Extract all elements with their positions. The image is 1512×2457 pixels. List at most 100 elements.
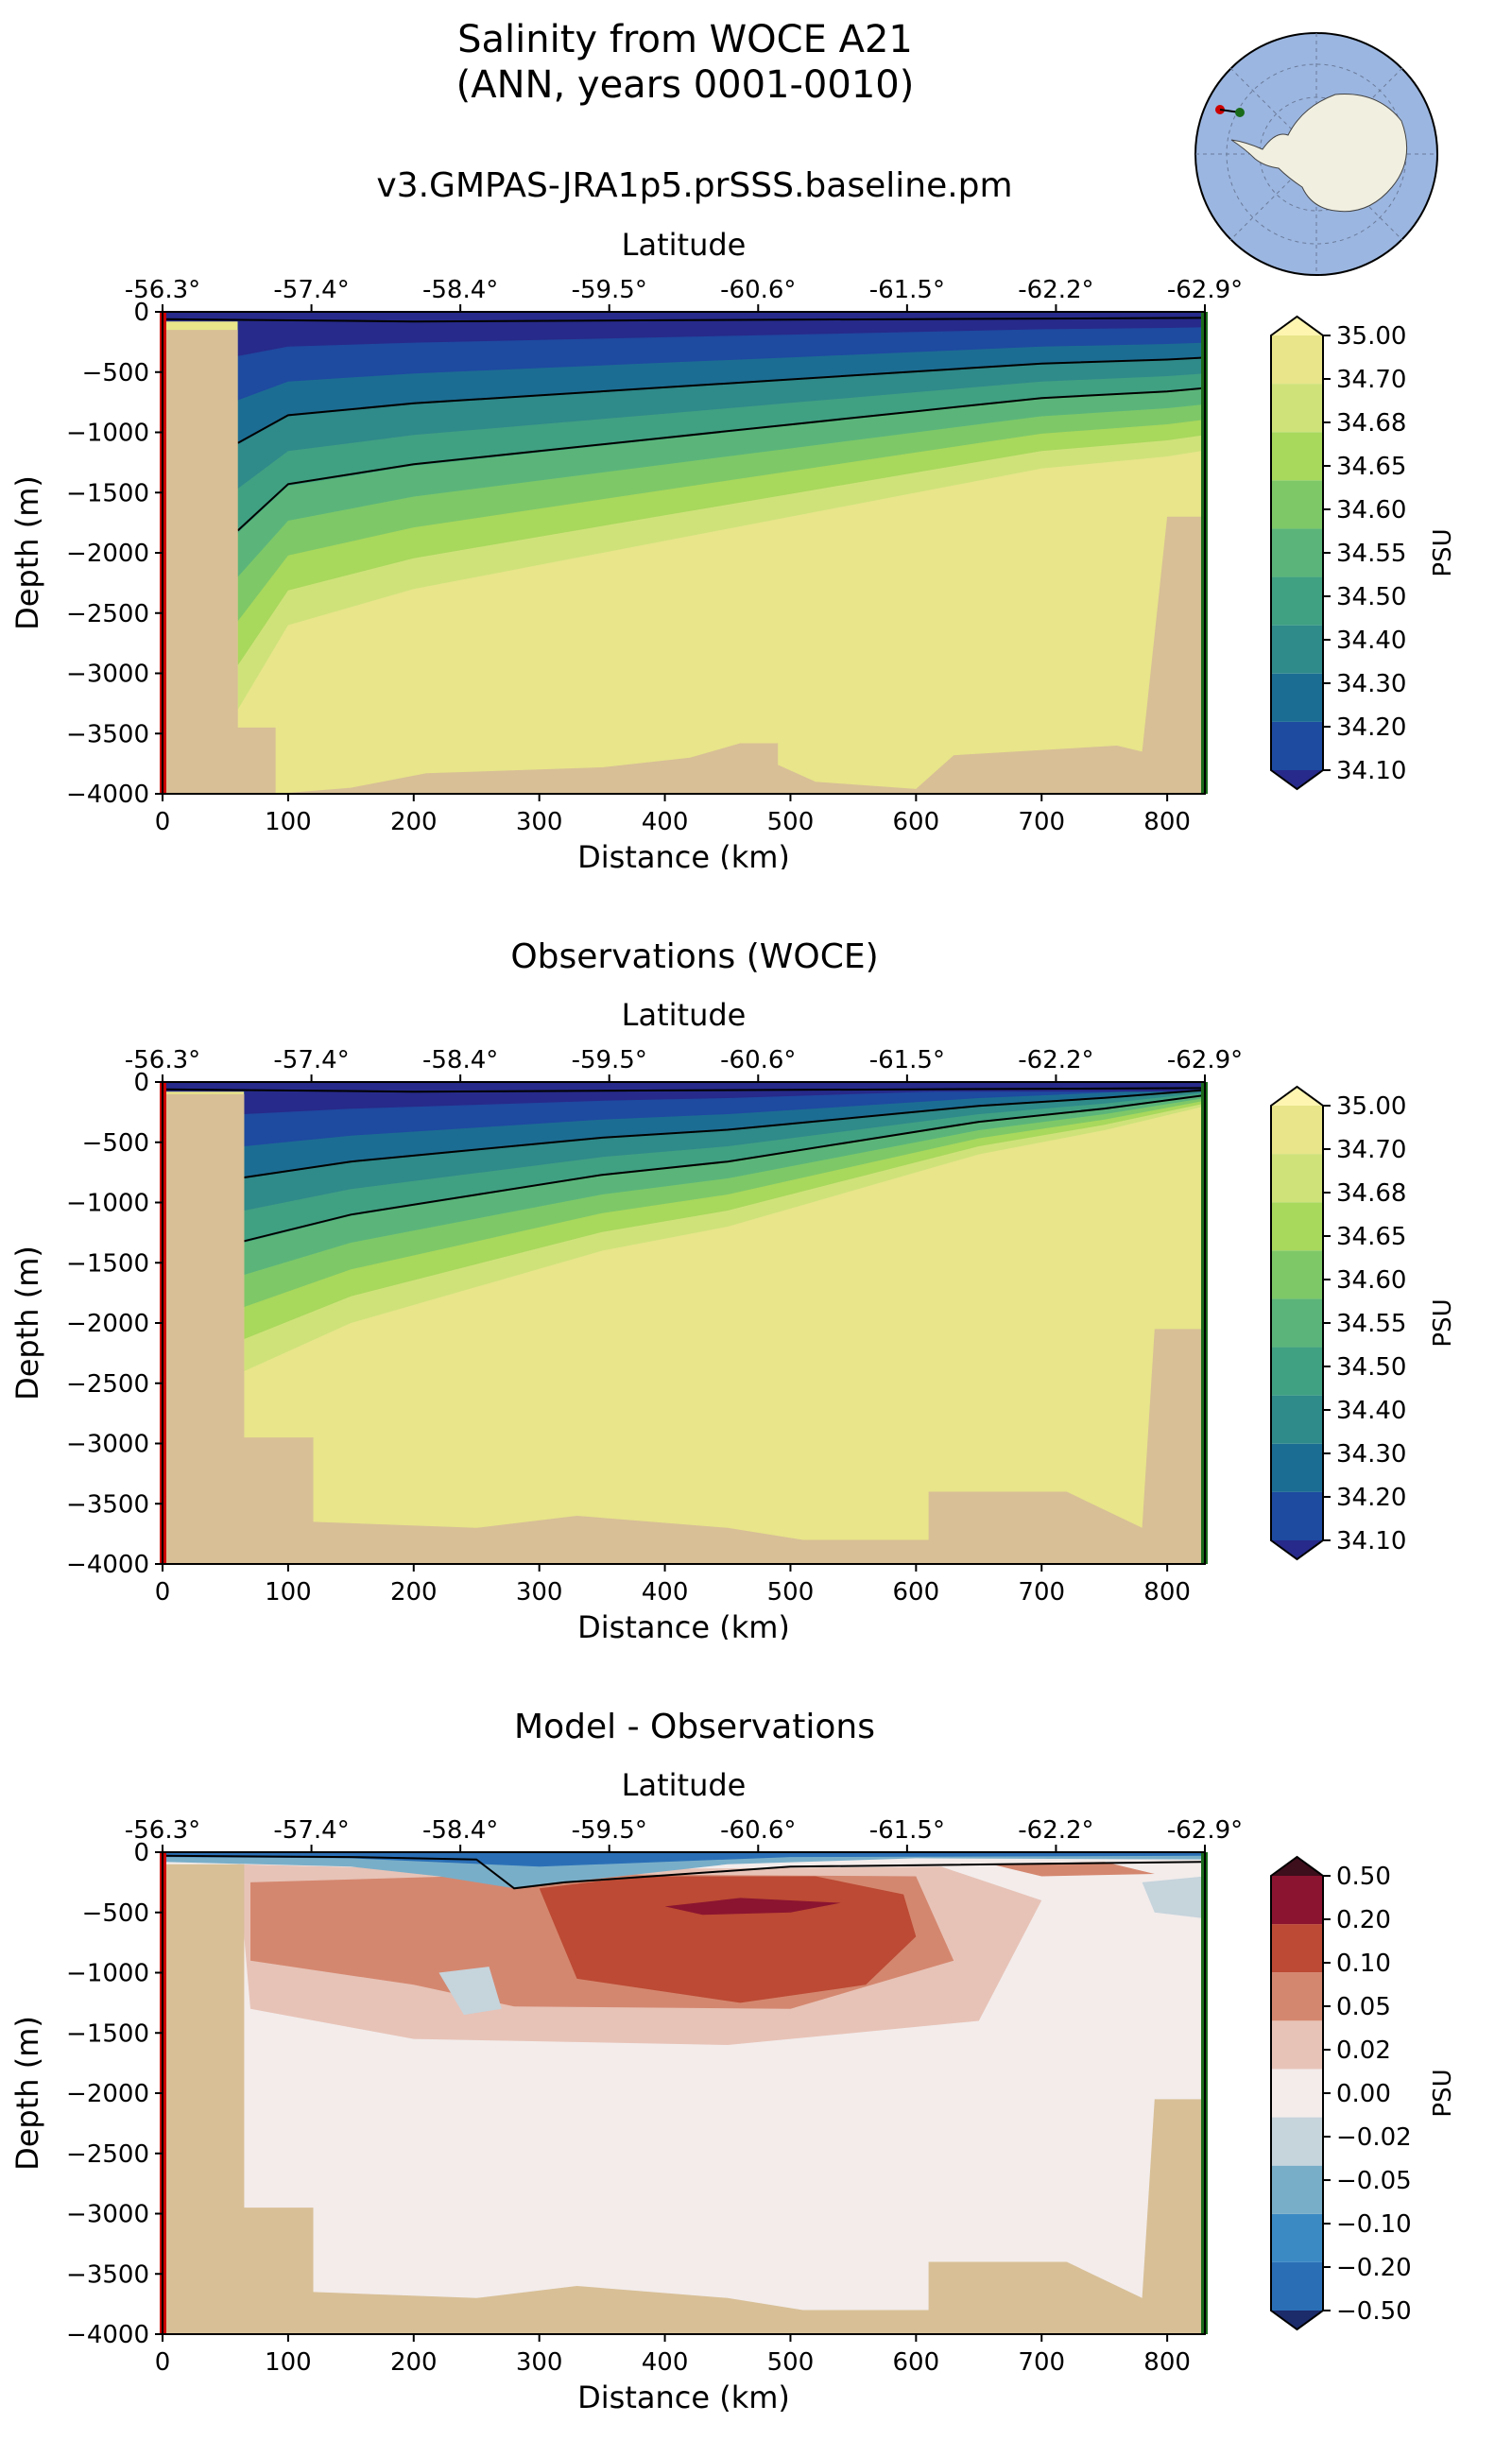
panel3-anomaly-0p20: [664, 1898, 841, 1916]
panel1-colorbar-seg: [1271, 576, 1323, 626]
panel1-colorbar-seg: [1271, 335, 1323, 385]
panel3-colorbar-low-ext: [1271, 2311, 1323, 2329]
panel2-colorbar-label: 34.40: [1336, 1397, 1406, 1425]
panel1-ylabel: Depth (m): [9, 475, 45, 630]
panel1-y-label: −3500: [66, 720, 149, 748]
panel3-y-label: −2000: [66, 2080, 149, 2108]
panel3-y-label: −4000: [66, 2321, 149, 2349]
panel1-bathymetry: [163, 330, 1205, 794]
panel1-lat-label: -62.2°: [1018, 276, 1093, 304]
panel2-lat-label: -59.5°: [572, 1046, 647, 1074]
panel3-colorbar-title: PSU: [1429, 2069, 1457, 2117]
panel2-colorbar-label: 35.00: [1336, 1092, 1406, 1121]
panel1-colorbar-seg: [1271, 528, 1323, 577]
panel2-colorbar-seg: [1271, 1106, 1323, 1155]
panel1-colorbar-label: 34.65: [1336, 453, 1406, 481]
panel1-x-label: 100: [265, 808, 312, 836]
panel3-x-label: 800: [1143, 2348, 1191, 2377]
panel1-contour-34p5: [237, 387, 1206, 532]
panel2-lat-label: -60.6°: [720, 1046, 796, 1074]
panel2-lat-label: -62.2°: [1018, 1046, 1093, 1074]
panel2-x-label: 800: [1143, 1578, 1191, 1606]
panel1-x-label: 700: [1018, 808, 1065, 836]
panel1-colorbar-label: 34.10: [1336, 757, 1406, 785]
panel1-x-label: 500: [767, 808, 815, 836]
panel1-x-label: 0: [155, 808, 171, 836]
panel1-colorbar-seg: [1271, 480, 1323, 529]
figure-title-line2: (ANN, years 0001-0010): [455, 63, 915, 107]
panel1-contour-surface: [162, 317, 1206, 323]
panel3-anomaly-neg-a: [438, 1967, 502, 2016]
panel1-y-label: 0: [133, 299, 149, 327]
panel2-lat-label: -62.9°: [1167, 1046, 1243, 1074]
panel3-lat-label: -59.5°: [572, 1816, 647, 1845]
antarctica-map: [1194, 32, 1438, 276]
panel3-y-label: −1500: [66, 2019, 149, 2048]
panel1-lat-label: -58.4°: [422, 276, 498, 304]
panel1-chart: -56.3° -57.4° -58.4° -59.5° -60.6° -61.5° -62.…: [9, 227, 1457, 869]
panel2-lat-label: -61.5°: [869, 1046, 945, 1074]
panel2-y-label: −2000: [66, 1310, 149, 1338]
panel1-colorbar-label: 34.40: [1336, 627, 1406, 655]
panel3-colorbar-seg: [1271, 2165, 1323, 2214]
panel1-y-label: −2500: [66, 600, 149, 628]
panel3-x-label: 600: [893, 2348, 940, 2377]
panel1-lat-label: -59.5°: [572, 276, 647, 304]
panel1-colorbar-title: PSU: [1429, 528, 1457, 576]
panel3-colorbar-label: 0.00: [1336, 2080, 1391, 2108]
panel3-colorbar-seg: [1271, 2261, 1323, 2311]
panel1-title: v3.GMPAS-JRA1p5.prSSS.baseline.pm: [376, 166, 1013, 205]
panel2-x-label: 0: [155, 1578, 171, 1606]
panel1-colorbar-label: 35.00: [1336, 322, 1406, 351]
panel2-chart: -56.3° -57.4° -58.4° -59.5° -60.6° -61.5° -62.…: [9, 997, 1457, 1640]
panel3-colorbar-seg: [1271, 2069, 1323, 2118]
panel2-colorbar-seg: [1271, 1491, 1323, 1540]
panel3-y-label: −500: [82, 1899, 149, 1928]
panel1-colorbar-high-ext: [1271, 317, 1323, 335]
panel3-lat-label: -62.2°: [1018, 1816, 1093, 1845]
panel3-colorbar-label: −0.02: [1336, 2123, 1412, 2152]
panel2-colorbar-seg: [1271, 1443, 1323, 1492]
panel3-chart: -56.3° -57.4° -58.4° -59.5° -60.6° -61.5° -62.…: [9, 1767, 1457, 2415]
panel2-y-label: −2500: [66, 1370, 149, 1399]
panel3-colorbar-seg: [1271, 1876, 1323, 1925]
panel3-colorbar-seg: [1271, 2117, 1323, 2166]
panel3-surface-neg-strong: [163, 1852, 1205, 1867]
panel1-contour-34p3: [237, 356, 1206, 444]
panel3-colorbar-label: 0.20: [1336, 1906, 1391, 1934]
panel2-y-label: −1000: [66, 1190, 149, 1218]
panel1-lat-label: -56.3°: [125, 276, 200, 304]
figure-title-line1: Salinity from WOCE A21: [457, 18, 913, 61]
panel1-lat-label: -60.6°: [720, 276, 796, 304]
panel1-colorbar-seg: [1271, 673, 1323, 722]
antarctica-land: [1230, 94, 1408, 213]
panel1-lat-label: -57.4°: [273, 276, 349, 304]
panel1-x-label: 400: [642, 808, 689, 836]
panel3-colorbar-seg: [1271, 2213, 1323, 2262]
panel2-top-axis-label: Latitude: [622, 997, 747, 1033]
panel3-y-label: −2500: [66, 2140, 149, 2169]
panel3-colorbar-seg: [1271, 2020, 1323, 2070]
panel3-x-label: 400: [642, 2348, 689, 2377]
panel2-y-label: 0: [133, 1069, 149, 1097]
panel3-lat-label: -57.4°: [273, 1816, 349, 1845]
panel1-colorbar-label: 34.60: [1336, 496, 1406, 524]
panel3-colorbar-label: −0.50: [1336, 2297, 1412, 2326]
panel1-colorbar-seg: [1271, 384, 1323, 433]
panel3-x-label: 700: [1018, 2348, 1065, 2377]
panel3-colorbar-label: 0.50: [1336, 1863, 1391, 1891]
panel2-x-label: 200: [390, 1578, 438, 1606]
panel2-colorbar-label: 34.60: [1336, 1266, 1406, 1295]
panel3-colorbar-label: 0.02: [1336, 2036, 1391, 2065]
panel3-contour-zero: [162, 1854, 1206, 1890]
panel3-xlabel: Distance (km): [577, 2380, 790, 2415]
panel1-colorbar-seg: [1271, 625, 1323, 674]
panel2-title: Observations (WOCE): [510, 937, 879, 976]
panel2-x-label: 500: [767, 1578, 815, 1606]
panel2-xlabel: Distance (km): [577, 1609, 790, 1640]
panel2-contour-34p3: [244, 1089, 1206, 1178]
panel1-band-8: [237, 312, 1205, 356]
panel3-lat-label: -61.5°: [869, 1816, 945, 1845]
panel3-anomaly-0p10: [539, 1876, 917, 2003]
panel1-colorbar-seg: [1271, 721, 1323, 770]
